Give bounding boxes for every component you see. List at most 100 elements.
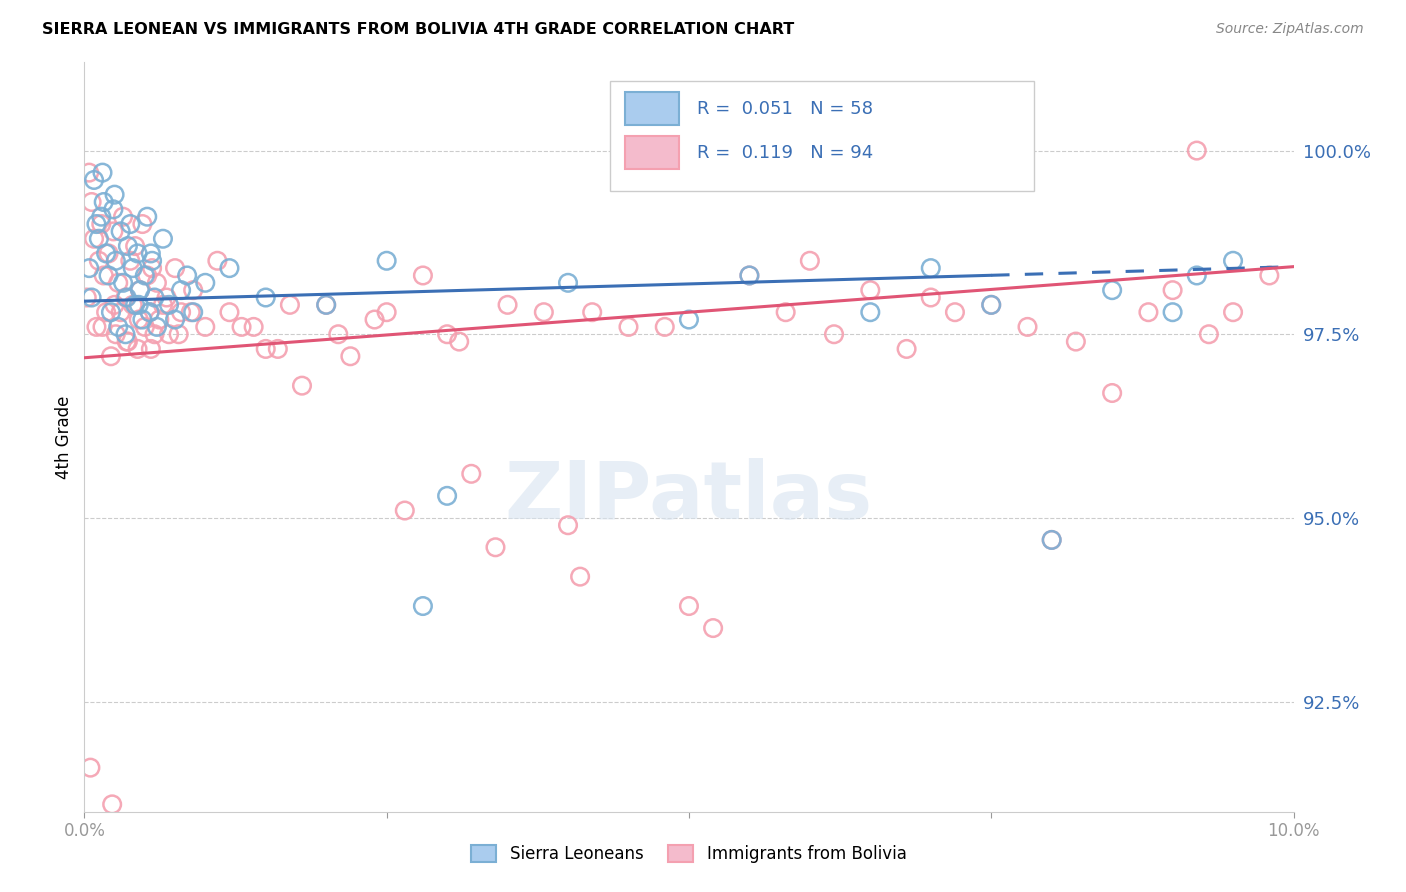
Point — [104, 187, 127, 202]
Point — [738, 268, 761, 283]
Point — [218, 261, 240, 276]
Point — [104, 253, 127, 268]
Point — [104, 327, 127, 342]
Point — [112, 210, 135, 224]
Point — [1017, 319, 1039, 334]
Point — [107, 319, 129, 334]
Point — [152, 232, 174, 246]
Point — [1040, 533, 1063, 547]
Point — [165, 261, 187, 276]
Point — [170, 305, 193, 319]
Point — [127, 246, 149, 260]
Point — [131, 217, 153, 231]
Point — [100, 349, 122, 363]
Point — [315, 298, 337, 312]
Point — [1161, 305, 1184, 319]
Point — [775, 305, 797, 319]
Point — [94, 246, 117, 260]
Point — [87, 253, 110, 268]
Point — [94, 305, 117, 319]
Point — [90, 217, 112, 231]
Point — [129, 283, 152, 297]
Point — [254, 291, 277, 305]
Point — [146, 276, 169, 290]
Point — [136, 268, 159, 283]
Point — [115, 291, 138, 305]
Point — [799, 253, 821, 268]
FancyBboxPatch shape — [610, 81, 1033, 191]
Point — [121, 298, 143, 312]
Point — [80, 291, 103, 305]
Point — [436, 489, 458, 503]
Point — [1185, 268, 1208, 283]
Point — [738, 268, 761, 283]
Point — [859, 305, 882, 319]
Point — [124, 298, 146, 312]
Point — [167, 327, 190, 342]
Point — [375, 305, 398, 319]
Text: Source: ZipAtlas.com: Source: ZipAtlas.com — [1216, 22, 1364, 37]
Point — [86, 217, 108, 231]
Point — [533, 305, 555, 319]
Point — [100, 305, 122, 319]
Point — [138, 305, 160, 319]
Point — [363, 312, 385, 326]
Point — [436, 327, 458, 342]
Point — [143, 327, 166, 342]
Point — [155, 291, 177, 305]
Point — [83, 232, 105, 246]
Point — [104, 298, 127, 312]
Point — [165, 312, 187, 326]
Point — [131, 312, 153, 326]
Point — [120, 253, 142, 268]
Point — [557, 276, 579, 290]
Point — [1258, 268, 1281, 283]
Point — [896, 342, 918, 356]
Point — [110, 305, 132, 319]
Point — [97, 268, 120, 283]
Point — [375, 253, 398, 268]
Point — [134, 319, 156, 334]
Point — [194, 276, 217, 290]
Point — [146, 319, 169, 334]
Point — [90, 210, 112, 224]
Point — [412, 268, 434, 283]
Point — [1137, 305, 1160, 319]
Point — [141, 261, 163, 276]
Point — [93, 194, 115, 209]
Point — [77, 261, 100, 276]
Point — [581, 305, 603, 319]
Point — [134, 268, 156, 283]
Point — [138, 305, 160, 319]
Point — [121, 261, 143, 276]
Point — [1198, 327, 1220, 342]
Point — [980, 298, 1002, 312]
Text: SIERRA LEONEAN VS IMMIGRANTS FROM BOLIVIA 4TH GRADE CORRELATION CHART: SIERRA LEONEAN VS IMMIGRANTS FROM BOLIVI… — [42, 22, 794, 37]
Point — [124, 239, 146, 253]
Point — [157, 298, 180, 312]
Point — [484, 541, 506, 555]
Point — [920, 291, 942, 305]
Bar — [624, 92, 679, 125]
Point — [242, 319, 264, 334]
Point — [859, 283, 882, 297]
Point — [157, 327, 180, 342]
Point — [91, 319, 114, 334]
Point — [87, 232, 110, 246]
Point — [152, 298, 174, 312]
Point — [114, 291, 136, 305]
Point — [120, 217, 142, 231]
Point — [1222, 305, 1244, 319]
Point — [77, 166, 100, 180]
Point — [328, 327, 350, 342]
Point — [1101, 283, 1123, 297]
Text: R =  0.051   N = 58: R = 0.051 N = 58 — [697, 100, 873, 118]
Point — [76, 291, 98, 305]
Point — [394, 503, 416, 517]
Point — [291, 378, 314, 392]
Point — [943, 305, 966, 319]
Point — [1040, 533, 1063, 547]
Point — [180, 305, 202, 319]
Point — [128, 312, 150, 326]
Point — [702, 621, 724, 635]
